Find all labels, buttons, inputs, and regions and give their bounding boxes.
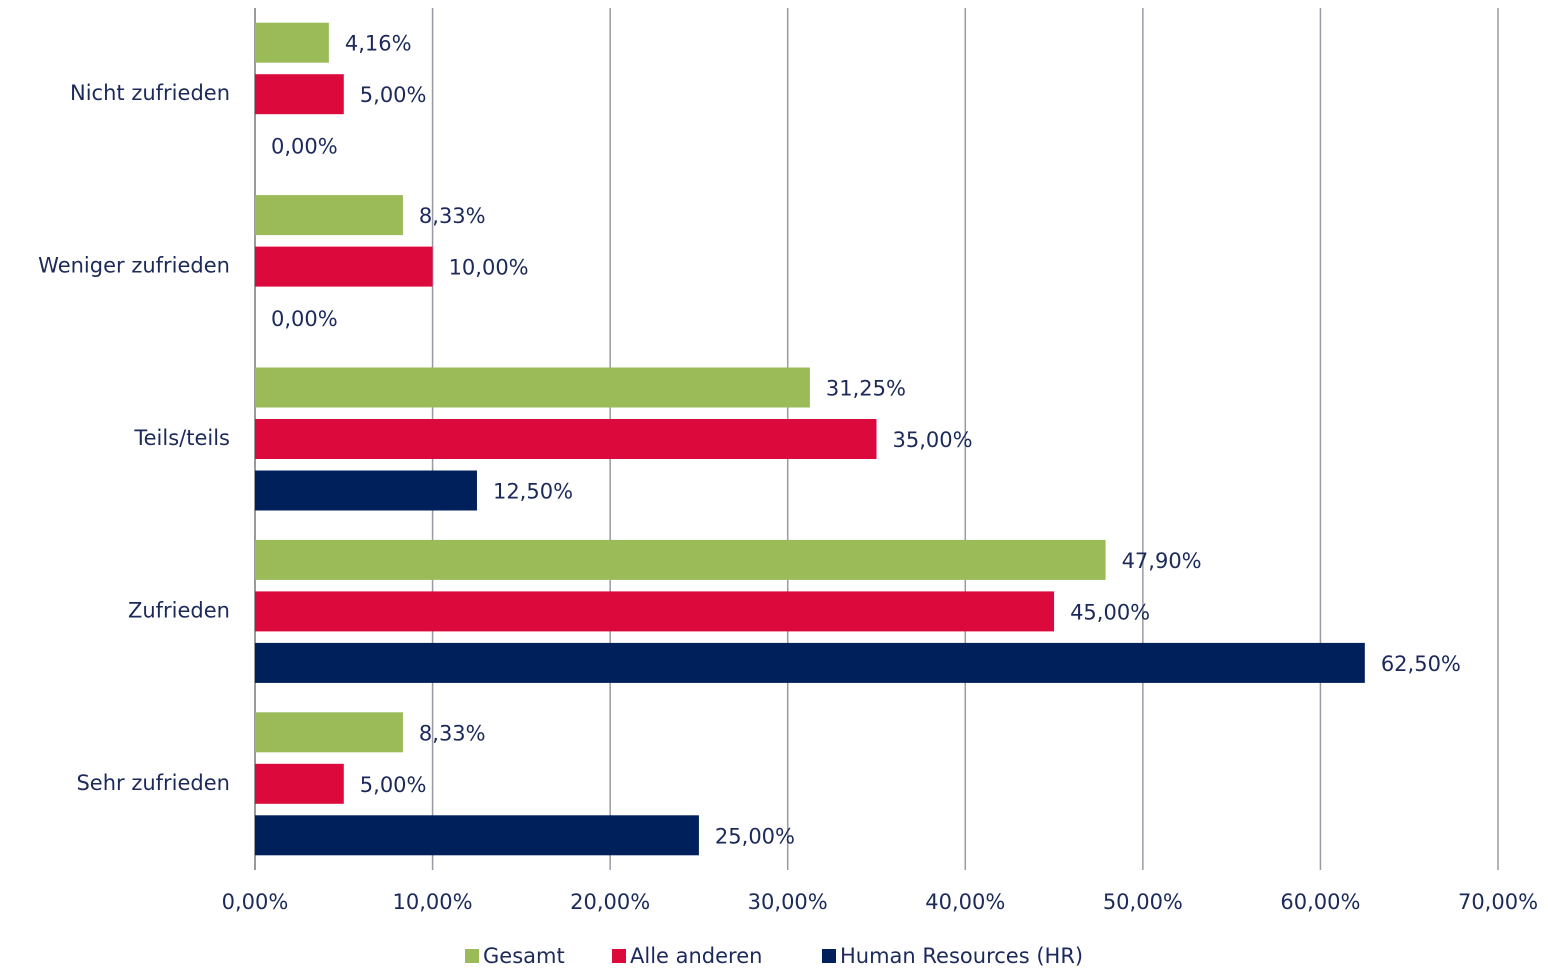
bar: [255, 195, 403, 236]
bar: [255, 815, 699, 856]
legend-swatch: [822, 949, 836, 963]
bar: [255, 763, 344, 804]
data-label: 8,33%: [419, 721, 486, 745]
data-label: 25,00%: [715, 824, 795, 848]
bar: [255, 712, 403, 753]
bar: [255, 367, 810, 408]
x-tick-label: 60,00%: [1280, 890, 1360, 914]
bar: [255, 22, 329, 63]
data-label: 47,90%: [1122, 549, 1202, 573]
legend-label: Human Resources (HR): [840, 944, 1083, 968]
x-tick-label: 40,00%: [925, 890, 1005, 914]
legend-label: Gesamt: [483, 944, 565, 968]
data-label: 4,16%: [345, 32, 412, 56]
legend-label: Alle anderen: [630, 944, 762, 968]
data-label: 8,33%: [419, 204, 486, 228]
x-tick-label: 50,00%: [1103, 890, 1183, 914]
bar: [255, 470, 477, 511]
category-label: Zufrieden: [128, 598, 230, 622]
x-tick-label: 0,00%: [222, 890, 289, 914]
x-tick-label: 30,00%: [748, 890, 828, 914]
data-label: 5,00%: [360, 83, 427, 107]
x-tick-label: 10,00%: [393, 890, 473, 914]
data-label: 5,00%: [360, 773, 427, 797]
bar: [255, 539, 1106, 580]
data-label: 31,25%: [826, 377, 906, 401]
x-tick-label: 70,00%: [1458, 890, 1538, 914]
bar: [255, 591, 1055, 632]
data-label: 45,00%: [1070, 600, 1150, 624]
data-label: 62,50%: [1381, 652, 1461, 676]
data-label: 10,00%: [449, 256, 529, 280]
bar: [255, 74, 344, 115]
bar: [255, 642, 1365, 683]
data-label: 0,00%: [271, 307, 338, 331]
bar: [255, 246, 433, 287]
x-tick-label: 20,00%: [570, 890, 650, 914]
category-label: Sehr zufrieden: [76, 771, 230, 795]
data-label: 0,00%: [271, 135, 338, 159]
legend-swatch: [612, 949, 626, 963]
bar: [255, 419, 877, 459]
category-label: Teils/teils: [133, 426, 230, 450]
data-label: 12,50%: [493, 480, 573, 504]
category-label: Weniger zufrieden: [38, 254, 230, 278]
category-label: Nicht zufrieden: [70, 81, 230, 105]
data-label: 35,00%: [893, 428, 973, 452]
legend-swatch: [465, 949, 479, 963]
